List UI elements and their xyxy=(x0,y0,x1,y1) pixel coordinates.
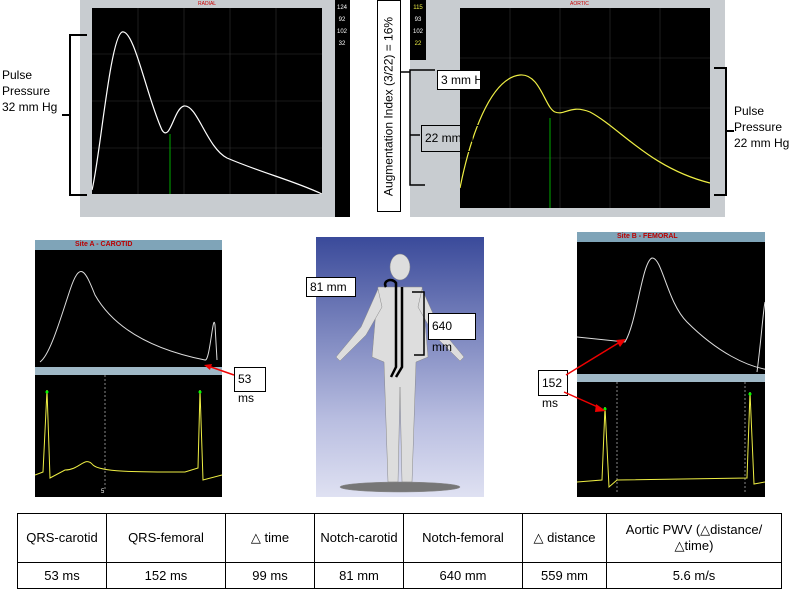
radial-pulse-pressure: Pulse Pressure 32 mm Hg xyxy=(2,68,58,114)
cell: 5.6 m/s xyxy=(606,561,782,590)
radial-title: RADIAL xyxy=(198,1,217,7)
side-value: 22 xyxy=(414,41,422,47)
brace xyxy=(400,69,435,186)
header-cell: QRS-femoral xyxy=(106,513,226,563)
cell: 81 mm xyxy=(314,561,404,590)
header-cell: QRS-carotid xyxy=(17,513,107,563)
side-value: 102 xyxy=(412,29,423,35)
carotid-panel: Site A - CAROTID 5 xyxy=(35,240,222,497)
radial-panel: RADIAL 124 92 102 32 xyxy=(80,0,350,217)
brace xyxy=(714,67,734,196)
aortic-pp-inner: 22 mm Hg xyxy=(421,125,483,152)
side-value: 102 xyxy=(336,29,347,35)
aortic-title: AORTIC xyxy=(570,1,589,7)
side-value: 124 xyxy=(336,5,347,11)
aug-pressure: 3 mm Hg xyxy=(437,70,481,90)
radial-wave xyxy=(92,8,322,194)
header-cell: △ distance xyxy=(522,513,607,563)
data-row: 53 ms 152 ms 99 ms 81 mm 640 mm 559 mm 5… xyxy=(17,561,782,590)
body-model xyxy=(316,237,484,497)
side-value: 93 xyxy=(414,17,422,23)
femoral-panel: Site B - FEMORAL xyxy=(577,232,765,497)
pwv-table: QRS-carotid QRS-femoral △ time Notch-car… xyxy=(17,513,782,590)
site-a-title: Site A - CAROTID xyxy=(35,240,222,250)
aortic-pulse-pressure: Pulse Pressure 22 mm Hg xyxy=(734,104,790,150)
femoral-time: 152 ms xyxy=(538,370,568,410)
cell: 559 mm xyxy=(522,561,607,590)
site-b-title: Site B - FEMORAL xyxy=(577,232,765,242)
arrow xyxy=(204,364,235,376)
header-cell: Aortic PWV (△distance/△time) xyxy=(606,513,782,563)
marker: 5 xyxy=(101,489,105,495)
header-cell: △ time xyxy=(225,513,315,563)
header-cell: Notch-femoral xyxy=(403,513,523,563)
side-value: 32 xyxy=(338,41,346,47)
header-cell: Notch-carotid xyxy=(314,513,404,563)
notch-carotid: 81 mm xyxy=(306,277,356,297)
arrows xyxy=(563,339,626,412)
aix-label: Augmentation Index (3/22) = 16% xyxy=(381,16,396,197)
cell: 640 mm xyxy=(403,561,523,590)
notch-femoral: 640 mm xyxy=(428,313,476,354)
aix-box: Augmentation Index (3/22) = 16% xyxy=(377,0,401,212)
carotid-time: 53 ms xyxy=(234,367,266,405)
aortic-panel: AORTIC 115 93 102 22 xyxy=(410,0,725,217)
cell: 53 ms xyxy=(17,561,107,590)
side-value: 115 xyxy=(413,5,423,11)
side-value: 92 xyxy=(338,17,346,23)
cell: 152 ms xyxy=(106,561,226,590)
cell: 99 ms xyxy=(225,561,315,590)
aortic-wave xyxy=(460,8,710,208)
brace xyxy=(62,34,87,196)
header-row: QRS-carotid QRS-femoral △ time Notch-car… xyxy=(17,513,782,563)
